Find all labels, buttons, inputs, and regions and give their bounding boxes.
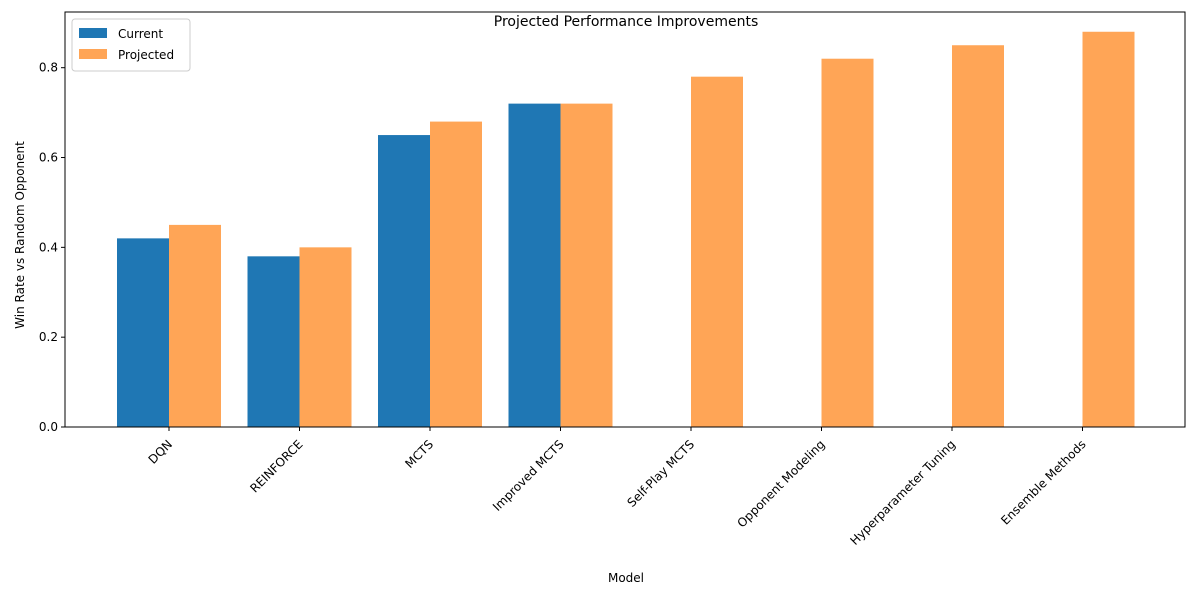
- y-tick-label: 0.8: [39, 61, 58, 75]
- x-tick-label: Self-Play MCTS: [624, 437, 697, 510]
- y-axis-ticks: 0.0 0.2 0.4 0.6 0.8: [39, 61, 65, 434]
- y-axis-label: Win Rate vs Random Opponent: [13, 141, 27, 329]
- x-tick-label: DQN: [146, 437, 175, 466]
- bar-projected-7: [1082, 31, 1135, 428]
- bar-projected-5: [821, 58, 874, 427]
- bar-current-3: [508, 103, 561, 427]
- legend-label-projected: Projected: [118, 48, 174, 62]
- legend: Current Projected: [71, 18, 191, 72]
- y-tick-label: 0.2: [39, 330, 58, 344]
- y-tick-label: 0.6: [39, 151, 58, 165]
- bar-current-2: [378, 135, 430, 427]
- x-tick-label: REINFORCE: [247, 437, 305, 495]
- bars: [117, 31, 1135, 428]
- legend-swatch-current: [79, 28, 107, 38]
- bar-projected-1: [299, 247, 352, 427]
- chart-title: Projected Performance Improvements: [494, 14, 759, 30]
- y-tick-label: 0.4: [39, 240, 58, 254]
- x-tick-label: Ensemble Methods: [998, 437, 1088, 527]
- x-tick-label: Hyperparameter Tuning: [847, 437, 958, 548]
- bar-current-0: [117, 238, 169, 427]
- x-tick-label: MCTS: [402, 437, 436, 471]
- x-tick-label: Opponent Modeling: [734, 437, 827, 530]
- bar-projected-4: [691, 76, 743, 427]
- legend-swatch-projected: [79, 49, 107, 59]
- bar-projected-0: [169, 224, 221, 427]
- bar-projected-3: [560, 103, 613, 427]
- plot-frame: [64, 11, 1186, 428]
- x-tick-label: Improved MCTS: [490, 437, 567, 514]
- legend-label-current: Current: [118, 27, 163, 41]
- bar-current-1: [247, 256, 300, 427]
- x-axis-label: Model: [608, 571, 644, 585]
- bar-projected-2: [430, 121, 482, 427]
- y-tick-label: 0.0: [39, 420, 58, 434]
- x-axis-ticks: DQN REINFORCE MCTS Improved MCTS Self-Play M…: [146, 427, 1089, 548]
- bar-projected-6: [952, 45, 1004, 427]
